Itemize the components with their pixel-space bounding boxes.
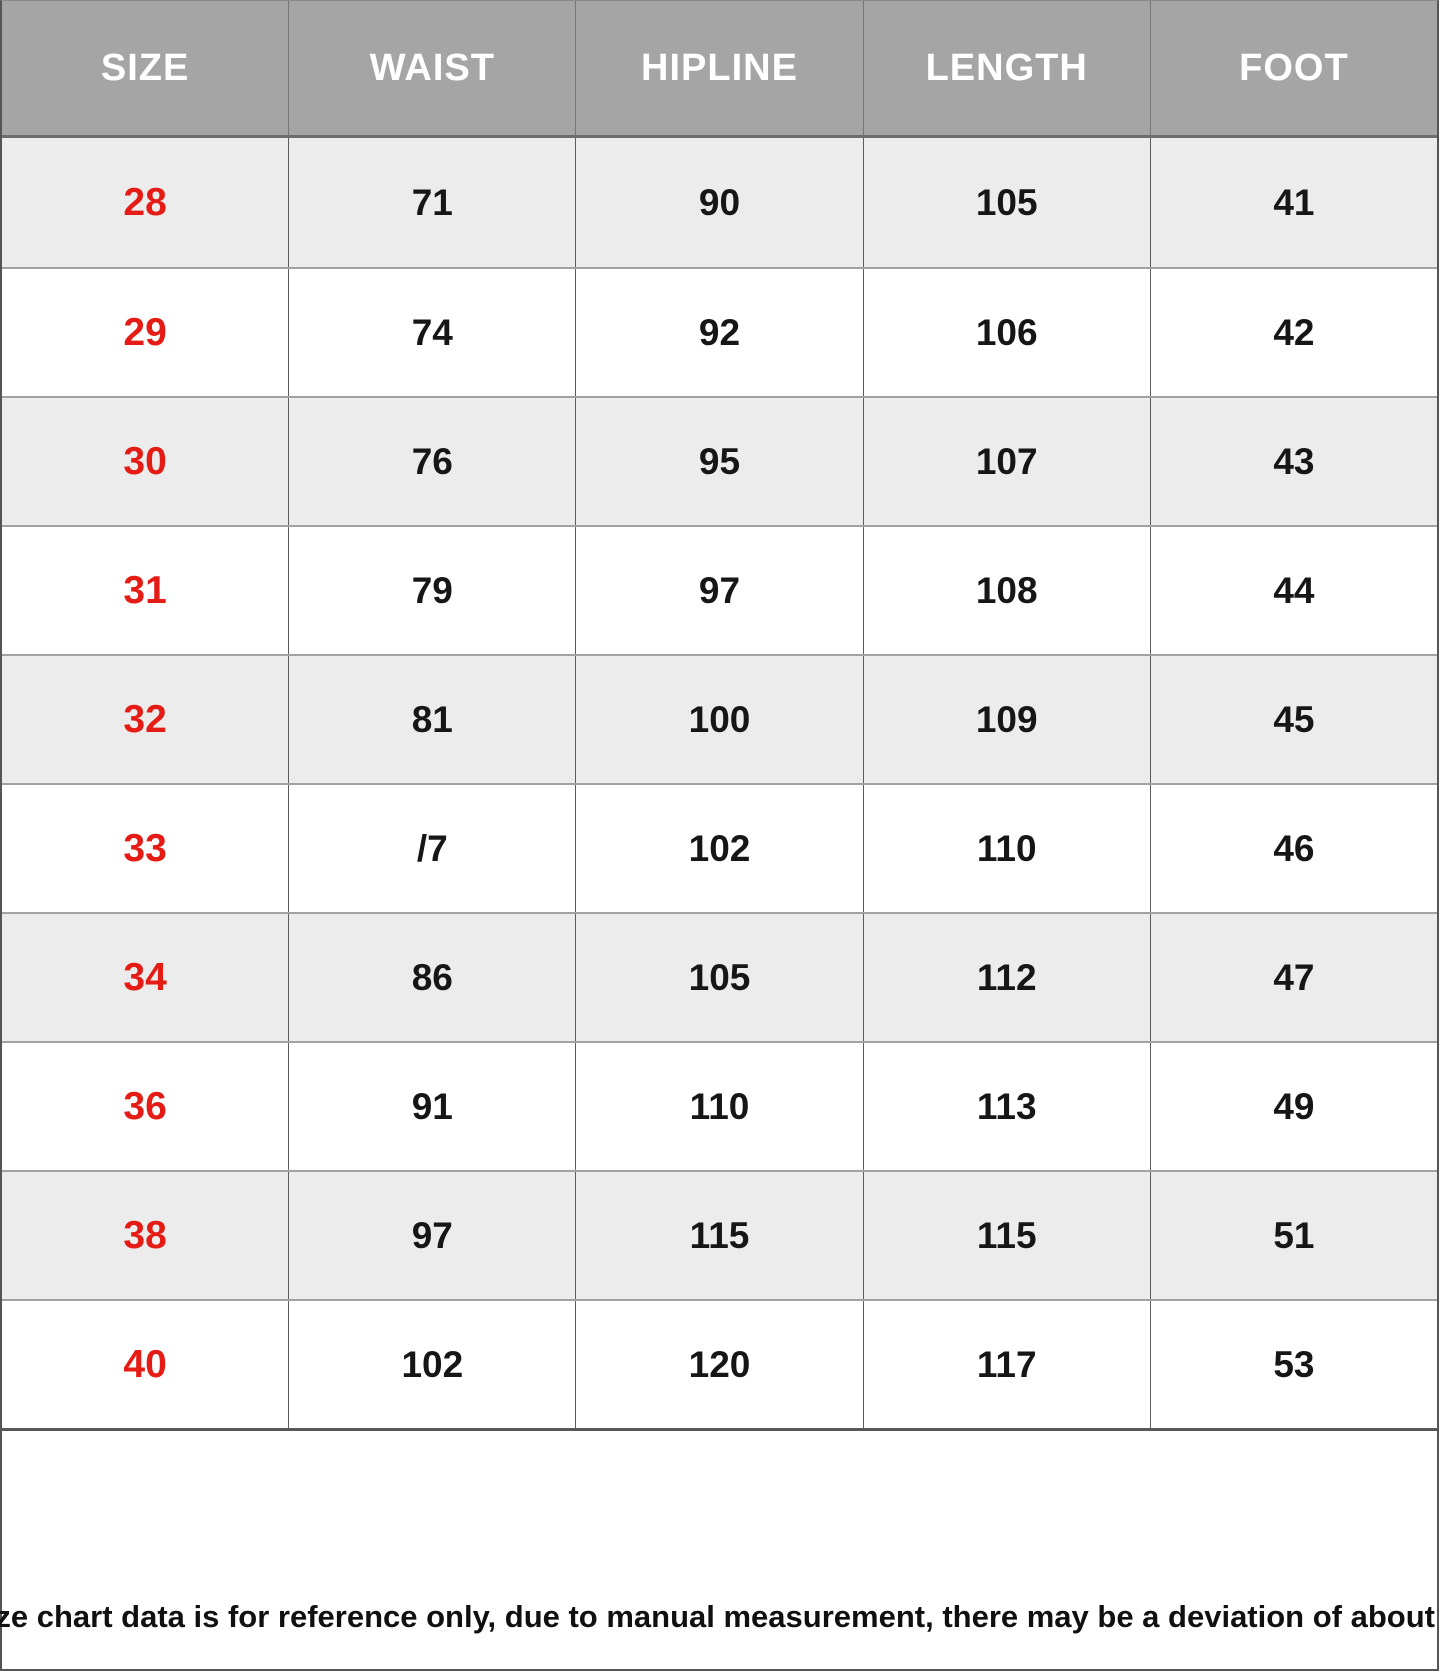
size-cell: 33 xyxy=(2,785,290,912)
hipline-cell: 92 xyxy=(576,269,864,396)
length-cell: 106 xyxy=(864,269,1151,396)
size-cell: 30 xyxy=(2,398,290,525)
foot-cell: 49 xyxy=(1273,1085,1315,1127)
table-row-size-38: 38 97 115 115 51 xyxy=(2,1170,1437,1299)
length-cell: 117 xyxy=(864,1301,1151,1428)
waist-cell: 71 xyxy=(289,138,577,267)
table-row-size-30: 30 76 95 107 43 xyxy=(2,396,1437,525)
foot-cell: 42 xyxy=(1273,311,1315,353)
size-cell: 34 xyxy=(2,914,290,1041)
table-row-size-28: 28 71 90 105 41 xyxy=(2,138,1437,267)
table-row-size-40: 40 102 120 117 53 xyxy=(2,1299,1437,1428)
hipline-cell: 120 xyxy=(576,1301,864,1428)
waist-cell: 76 xyxy=(289,398,577,525)
size-cell: 28 xyxy=(2,138,290,267)
waist-cell: 74 xyxy=(289,269,577,396)
waist-cell: 102 xyxy=(289,1301,577,1428)
table-header-row: SIZE WAIST HIPLINE LENGTH FOOT xyxy=(2,1,1437,138)
hipline-cell: 102 xyxy=(576,785,864,912)
foot-cell: 41 xyxy=(1273,181,1315,223)
waist-cell: /7 xyxy=(289,785,577,912)
foot-cell: 44 xyxy=(1273,569,1315,611)
table-row-size-29: 29 74 92 106 42 xyxy=(2,267,1437,396)
table-footnote-row: The size chart data is for reference onl… xyxy=(0,1428,1445,1669)
length-cell: 107 xyxy=(864,398,1151,525)
foot-cell: 43 xyxy=(1273,440,1315,482)
foot-cell: 51 xyxy=(1273,1214,1315,1256)
length-cell: 109 xyxy=(864,656,1151,783)
foot-cell: 45 xyxy=(1273,698,1315,740)
size-cell: 32 xyxy=(2,656,290,783)
table-row-size-33: 33 /7 102 110 46 xyxy=(2,783,1437,912)
size-cell: 40 xyxy=(2,1301,290,1428)
length-cell: 113 xyxy=(864,1043,1151,1170)
size-cell: 29 xyxy=(2,269,290,396)
hipline-cell: 100 xyxy=(576,656,864,783)
size-cell: 38 xyxy=(2,1172,290,1299)
hipline-cell: 97 xyxy=(576,527,864,654)
waist-cell: 91 xyxy=(289,1043,577,1170)
size-cell: 31 xyxy=(2,527,290,654)
hipline-cell: 95 xyxy=(576,398,864,525)
hipline-cell: 115 xyxy=(576,1172,864,1299)
column-header-length: LENGTH xyxy=(864,1,1151,135)
length-cell: 115 xyxy=(864,1172,1151,1299)
length-cell: 105 xyxy=(864,138,1151,267)
waist-cell: 86 xyxy=(289,914,577,1041)
hipline-cell: 110 xyxy=(576,1043,864,1170)
length-cell: 108 xyxy=(864,527,1151,654)
waist-cell: 81 xyxy=(289,656,577,783)
foot-cell: 47 xyxy=(1273,956,1315,998)
table-row-size-32: 32 81 100 109 45 xyxy=(2,654,1437,783)
hipline-cell: 105 xyxy=(576,914,864,1041)
footnote-text: The size chart data is for reference onl… xyxy=(0,1599,1445,1634)
foot-cell: 53 xyxy=(1273,1343,1315,1385)
table-row-size-36: 36 91 110 113 49 xyxy=(2,1041,1437,1170)
waist-cell: 97 xyxy=(289,1172,577,1299)
table-row-size-31: 31 79 97 108 44 xyxy=(2,525,1437,654)
size-cell: 36 xyxy=(2,1043,290,1170)
waist-cell: 79 xyxy=(289,527,577,654)
column-header-size: SIZE xyxy=(2,1,290,135)
length-cell: 112 xyxy=(864,914,1151,1041)
column-header-waist: WAIST xyxy=(289,1,577,135)
length-cell: 110 xyxy=(864,785,1151,912)
column-header-foot: FOOT xyxy=(1239,46,1349,89)
foot-cell: 46 xyxy=(1273,827,1315,869)
hipline-cell: 90 xyxy=(576,138,864,267)
table-row-size-34: 34 86 105 112 47 xyxy=(2,912,1437,1041)
column-header-hipline: HIPLINE xyxy=(576,1,864,135)
